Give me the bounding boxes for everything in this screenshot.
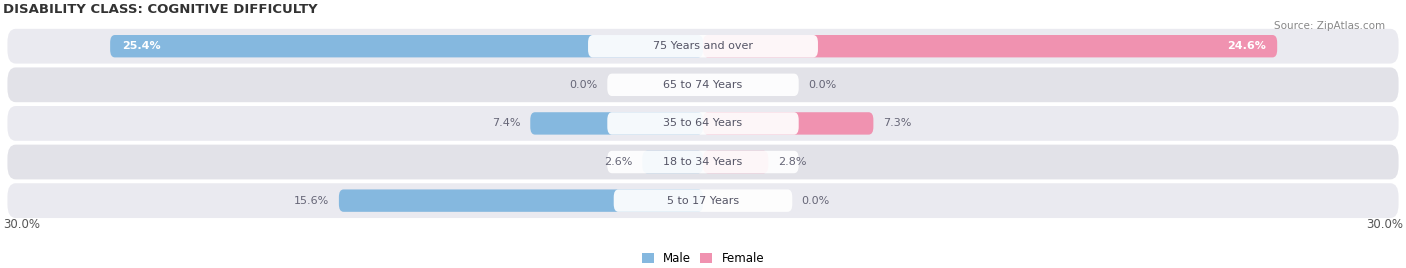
FancyBboxPatch shape bbox=[7, 29, 1399, 64]
Text: 30.0%: 30.0% bbox=[1367, 218, 1403, 231]
FancyBboxPatch shape bbox=[7, 145, 1399, 179]
FancyBboxPatch shape bbox=[530, 112, 703, 135]
Text: 5 to 17 Years: 5 to 17 Years bbox=[666, 196, 740, 206]
FancyBboxPatch shape bbox=[703, 151, 768, 173]
Text: 7.4%: 7.4% bbox=[492, 118, 522, 128]
Legend: Male, Female: Male, Female bbox=[641, 252, 765, 265]
Text: 65 to 74 Years: 65 to 74 Years bbox=[664, 80, 742, 90]
FancyBboxPatch shape bbox=[643, 151, 703, 173]
Text: 25.4%: 25.4% bbox=[122, 41, 160, 51]
Text: 0.0%: 0.0% bbox=[801, 196, 830, 206]
FancyBboxPatch shape bbox=[607, 74, 799, 96]
Text: 30.0%: 30.0% bbox=[3, 218, 39, 231]
FancyBboxPatch shape bbox=[703, 35, 1277, 57]
FancyBboxPatch shape bbox=[588, 35, 818, 57]
Text: 24.6%: 24.6% bbox=[1226, 41, 1265, 51]
Text: DISABILITY CLASS: COGNITIVE DIFFICULTY: DISABILITY CLASS: COGNITIVE DIFFICULTY bbox=[3, 3, 318, 16]
Text: 35 to 64 Years: 35 to 64 Years bbox=[664, 118, 742, 128]
Text: 75 Years and over: 75 Years and over bbox=[652, 41, 754, 51]
FancyBboxPatch shape bbox=[614, 189, 792, 212]
FancyBboxPatch shape bbox=[703, 112, 873, 135]
FancyBboxPatch shape bbox=[7, 106, 1399, 141]
Text: 7.3%: 7.3% bbox=[883, 118, 911, 128]
FancyBboxPatch shape bbox=[339, 189, 703, 212]
Text: 0.0%: 0.0% bbox=[808, 80, 837, 90]
Text: 0.0%: 0.0% bbox=[569, 80, 598, 90]
Text: 18 to 34 Years: 18 to 34 Years bbox=[664, 157, 742, 167]
FancyBboxPatch shape bbox=[110, 35, 703, 57]
FancyBboxPatch shape bbox=[607, 112, 799, 135]
FancyBboxPatch shape bbox=[7, 68, 1399, 102]
Text: 2.6%: 2.6% bbox=[605, 157, 633, 167]
Text: 15.6%: 15.6% bbox=[294, 196, 329, 206]
Text: Source: ZipAtlas.com: Source: ZipAtlas.com bbox=[1274, 21, 1385, 31]
FancyBboxPatch shape bbox=[607, 151, 799, 173]
Text: 2.8%: 2.8% bbox=[778, 157, 806, 167]
FancyBboxPatch shape bbox=[7, 183, 1399, 218]
